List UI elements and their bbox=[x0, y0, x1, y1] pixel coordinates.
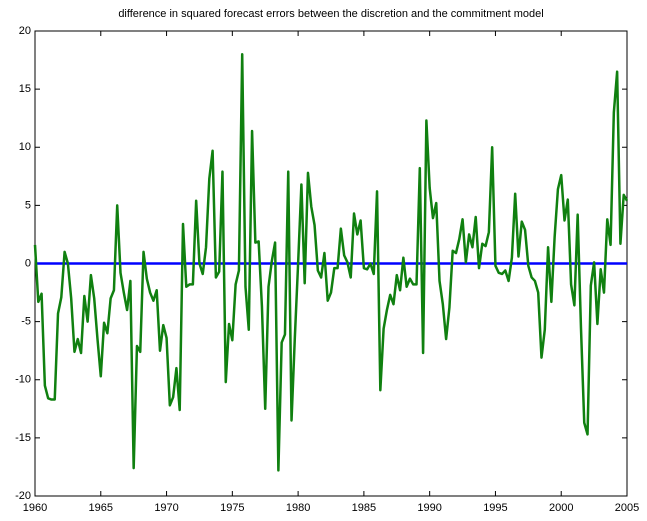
y-tick-label: 5 bbox=[25, 199, 31, 211]
x-tick-label: 1965 bbox=[89, 502, 113, 514]
x-tick-label: 2000 bbox=[549, 502, 573, 514]
x-tick-label: 1980 bbox=[286, 502, 310, 514]
x-tick-label: 1985 bbox=[352, 502, 376, 514]
x-tick-label: 1960 bbox=[23, 502, 47, 514]
y-tick-label: 20 bbox=[19, 25, 31, 37]
data-line bbox=[33, 53, 629, 472]
y-tick-label: -5 bbox=[21, 316, 31, 328]
x-tick-label: 1995 bbox=[483, 502, 507, 514]
x-tick-label: 2005 bbox=[615, 502, 639, 514]
y-tick-label: 10 bbox=[19, 141, 31, 153]
y-tick-label: 0 bbox=[25, 257, 31, 269]
chart-title: difference in squared forecast errors be… bbox=[118, 8, 543, 20]
x-tick-label: 1990 bbox=[417, 502, 441, 514]
x-tick-label: 1970 bbox=[154, 502, 178, 514]
y-tick-label: -20 bbox=[15, 490, 31, 502]
x-tick-label: 1975 bbox=[220, 502, 244, 514]
y-tick-label: -10 bbox=[15, 374, 31, 386]
y-tick-label: 15 bbox=[19, 83, 31, 95]
y-tick-label: -15 bbox=[15, 432, 31, 444]
